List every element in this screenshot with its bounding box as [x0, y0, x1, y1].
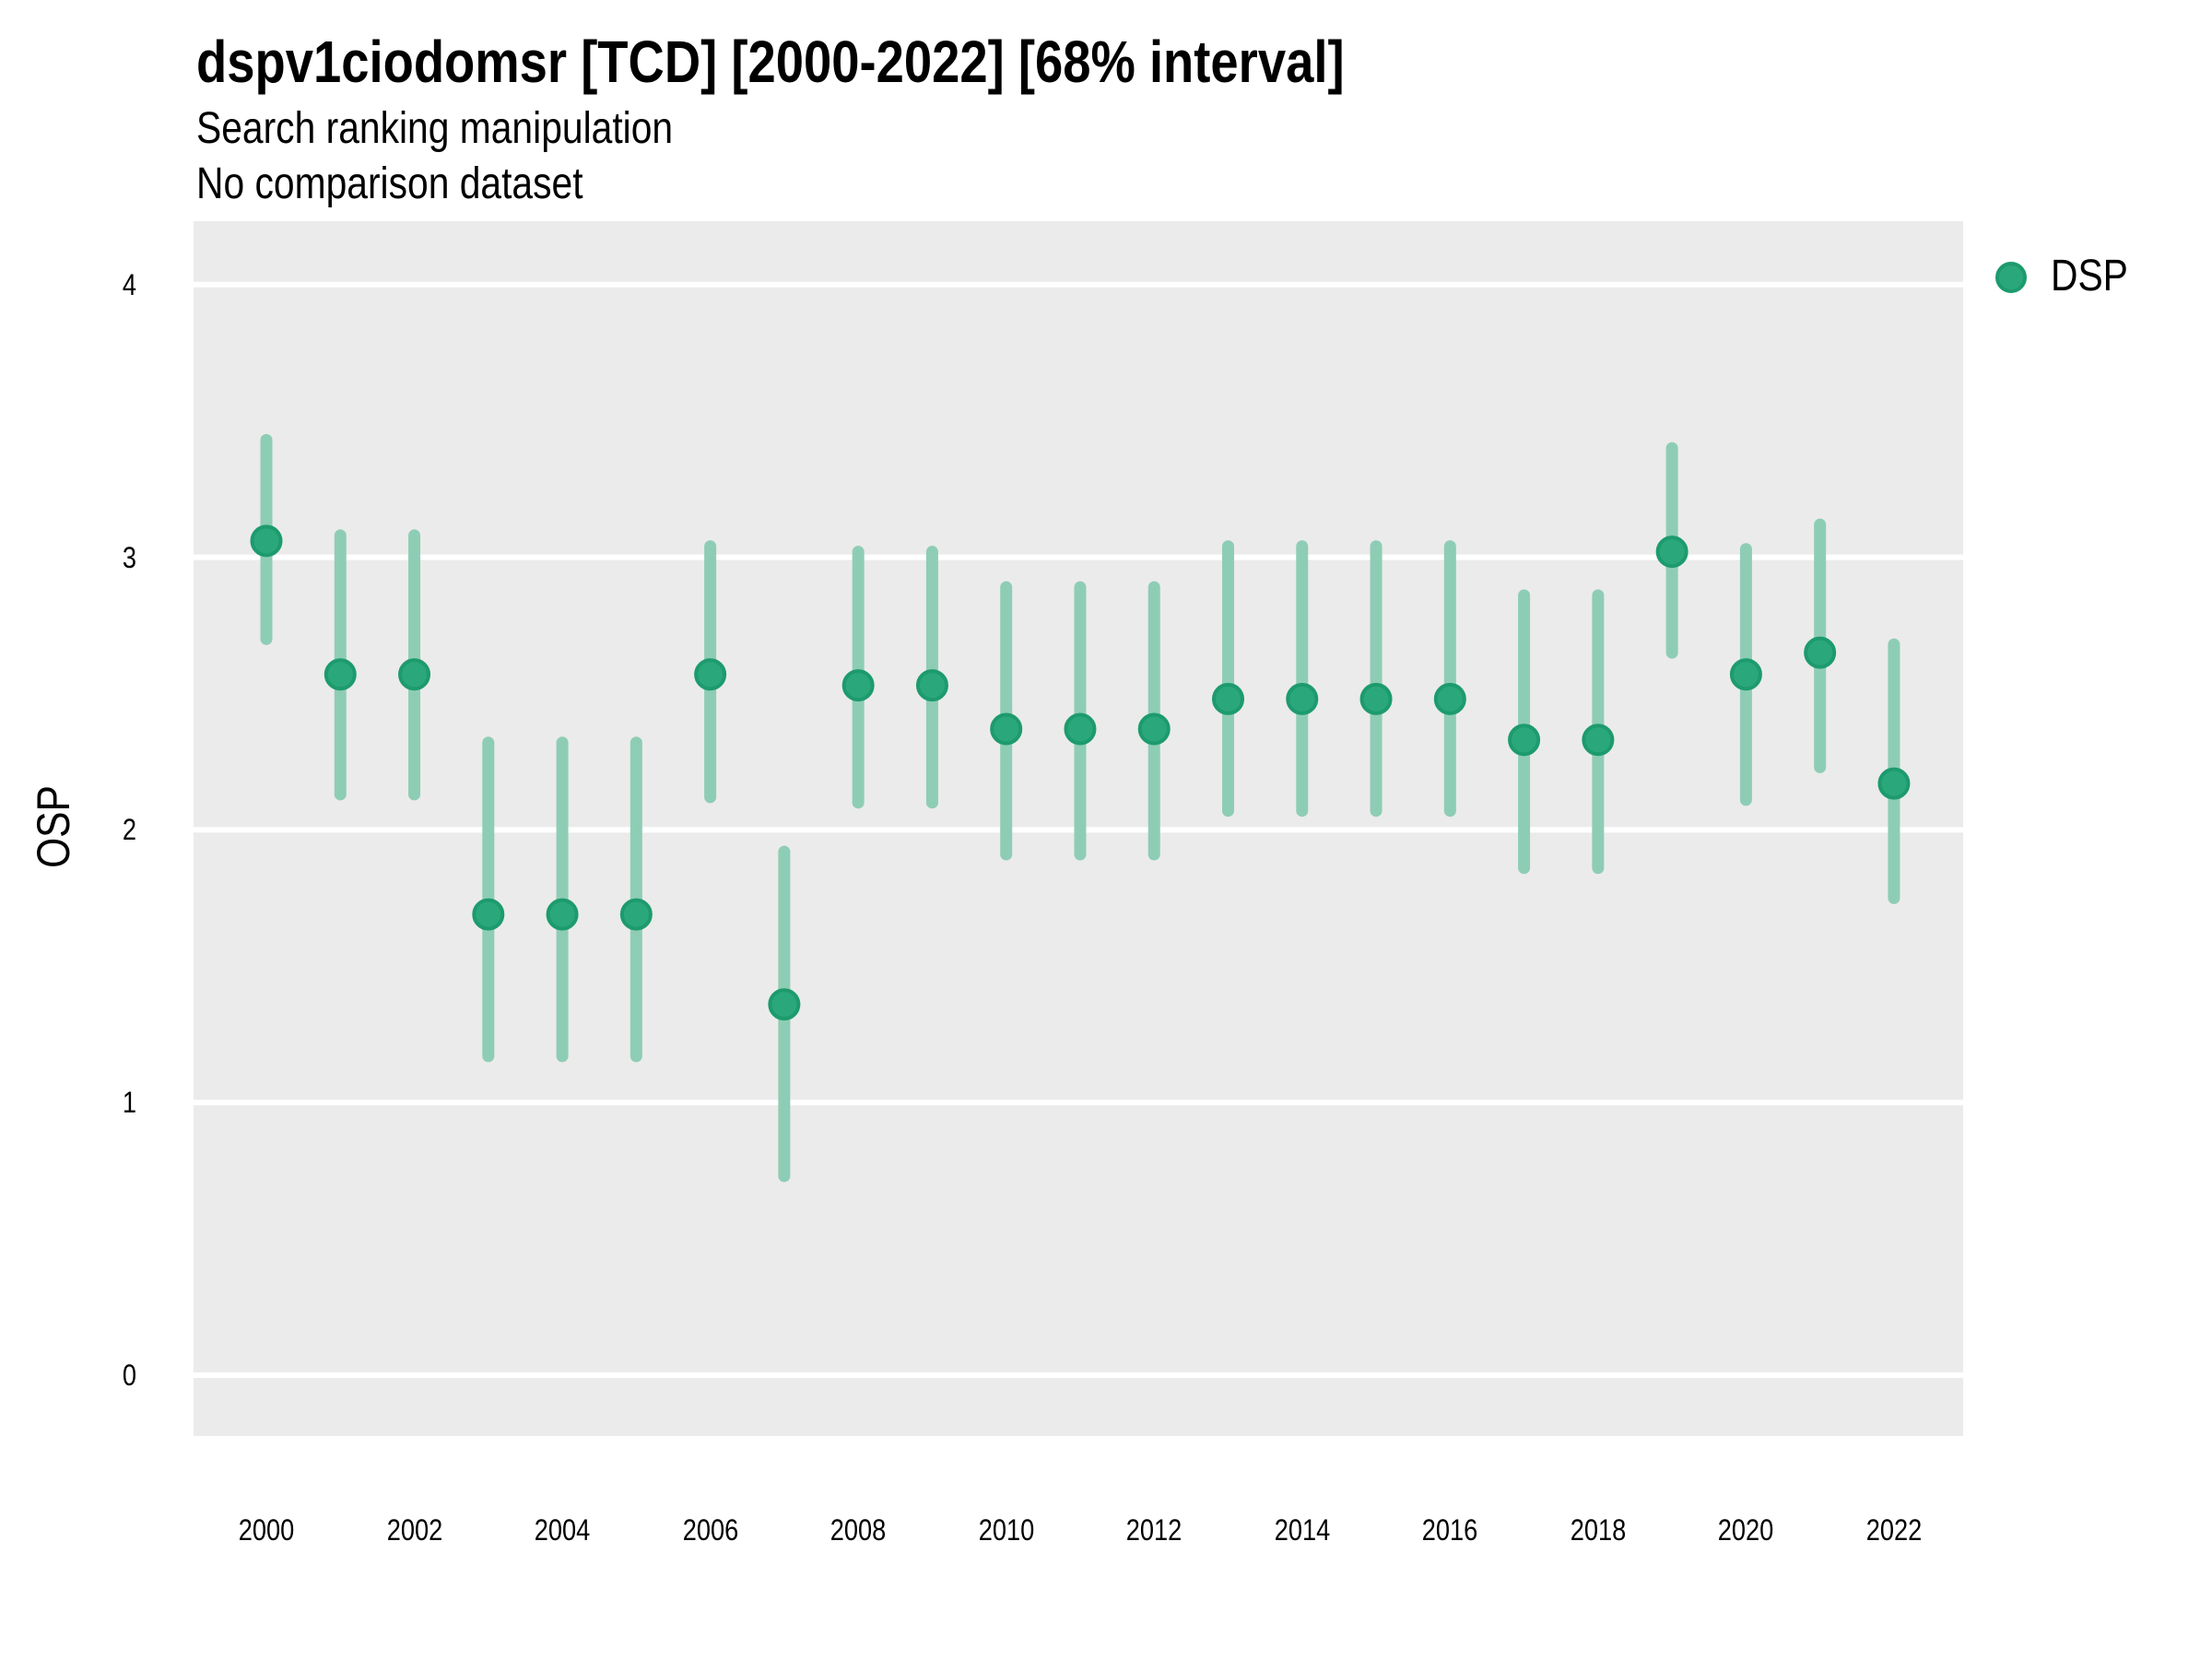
chart-subtitle: Search ranking manipulation No compariso…	[196, 101, 757, 212]
plot-area-svg	[194, 281, 1963, 1378]
chart-title: dspv1ciodomsr [TCD] [2000-2022] [68% int…	[196, 28, 1547, 96]
subtitle-line-2: No comparison dataset	[196, 159, 583, 208]
x-tick-label-2002: 2002	[386, 1513, 442, 1547]
y-tick-label-2: 2	[122, 813, 136, 847]
point-2007	[768, 988, 801, 1021]
x-tick-label-2014: 2014	[1274, 1513, 1331, 1547]
chart-title-text: dspv1ciodomsr [TCD] [2000-2022] [68% int…	[196, 29, 1345, 95]
x-tick-label-2022: 2022	[1865, 1513, 1923, 1547]
point-2004	[546, 898, 579, 931]
x-tick-label-2010: 2010	[978, 1513, 1034, 1547]
point-2005	[619, 898, 653, 931]
legend-item-label: DSP	[2051, 252, 2128, 300]
x-tick-label-2008: 2008	[830, 1513, 887, 1547]
x-tick-label-2006: 2006	[682, 1513, 738, 1547]
point-2013	[1212, 682, 1245, 715]
point-2020	[1729, 658, 1762, 691]
x-tick-label-2020: 2020	[1718, 1513, 1774, 1547]
x-tick-label-2016: 2016	[1422, 1513, 1478, 1547]
y-tick-label-1: 1	[122, 1086, 136, 1120]
x-tick-label-2004: 2004	[534, 1513, 591, 1547]
point-2015	[1359, 682, 1393, 715]
point-2011	[1064, 712, 1097, 746]
point-2022	[1877, 767, 1911, 800]
x-tick-label-2000: 2000	[238, 1513, 295, 1547]
point-2019	[1655, 535, 1688, 569]
point-2000	[250, 524, 283, 558]
point-2018	[1582, 724, 1615, 757]
point-2021	[1804, 636, 1837, 669]
legend-point-swatch	[1995, 262, 2027, 293]
point-2002	[398, 658, 431, 691]
point-2006	[694, 658, 727, 691]
y-tick-label-3: 3	[122, 540, 136, 574]
point-2009	[915, 669, 948, 702]
point-2008	[841, 669, 875, 702]
y-tick-label-0: 0	[122, 1359, 136, 1392]
subtitle-line-1: Search ranking manipulation	[196, 104, 674, 153]
point-2017	[1508, 724, 1541, 757]
point-2001	[324, 658, 357, 691]
plot-panel	[194, 221, 1963, 1436]
point-2010	[990, 712, 1023, 746]
point-2016	[1433, 682, 1466, 715]
x-tick-label-2012: 2012	[1125, 1513, 1182, 1547]
point-2003	[472, 898, 505, 931]
y-tick-label-4: 4	[122, 267, 136, 301]
point-2012	[1137, 712, 1171, 746]
point-2014	[1286, 682, 1319, 715]
x-tick-label-2018: 2018	[1570, 1513, 1627, 1547]
